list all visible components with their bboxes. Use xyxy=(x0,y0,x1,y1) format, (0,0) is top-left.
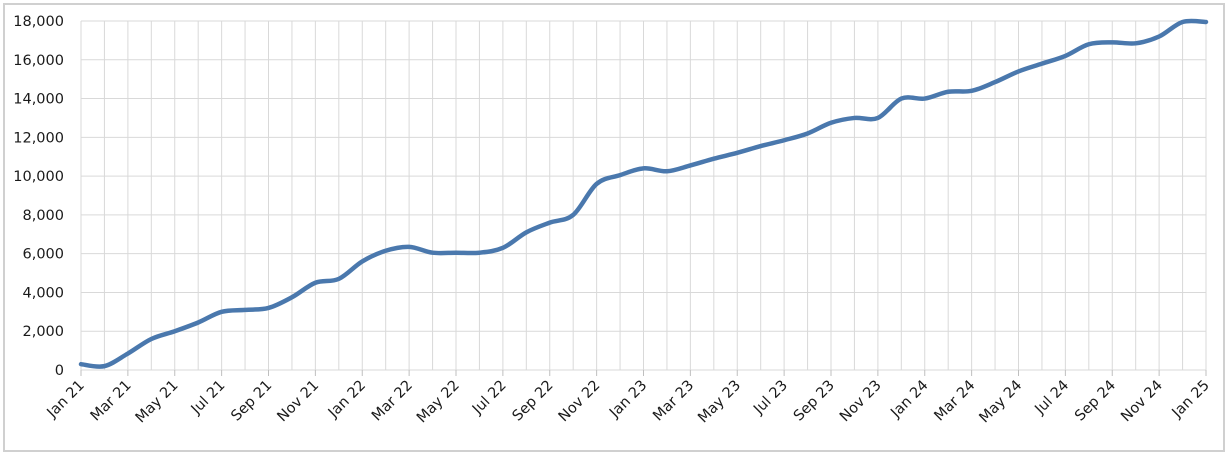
x-tick-label: Mar 21 xyxy=(88,378,135,425)
x-tick-label: Mar 23 xyxy=(650,378,697,425)
x-tick-label: Jan 23 xyxy=(606,378,650,422)
series-line-1 xyxy=(78,18,1209,369)
y-tick-label: 10,000 xyxy=(13,169,64,185)
y-tick-label: 8,000 xyxy=(22,208,64,224)
x-tick-label: Nov 24 xyxy=(1118,378,1166,426)
x-tick-label: May 24 xyxy=(977,378,1026,427)
chart-frame xyxy=(3,3,1225,452)
y-tick-label: 18,000 xyxy=(13,14,64,30)
x-tick-label: Sep 24 xyxy=(1072,378,1119,425)
y-tick-label: 14,000 xyxy=(13,92,64,108)
x-tick-label: Mar 24 xyxy=(931,378,978,425)
x-tick-label: Jul 21 xyxy=(188,378,229,419)
x-tick-label: Jan 25 xyxy=(1169,378,1213,422)
x-tick-label: Sep 23 xyxy=(791,378,838,425)
x-tick-label: Jul 23 xyxy=(750,378,791,419)
x-tick-label: May 22 xyxy=(414,378,463,427)
y-tick-label: 4,000 xyxy=(22,285,64,301)
x-tick-label: Jul 24 xyxy=(1032,378,1073,419)
x-tick-label: Nov 22 xyxy=(556,378,604,426)
y-tick-label: 2,000 xyxy=(22,324,64,340)
gridlines xyxy=(80,20,1207,371)
y-tick-label: 16,000 xyxy=(13,53,64,69)
y-tick-label: 6,000 xyxy=(22,247,64,263)
y-tick-label: 12,000 xyxy=(13,130,64,146)
x-tick-label: Sep 21 xyxy=(228,378,275,425)
x-tick-label: Nov 21 xyxy=(275,378,323,426)
y-tick-label: 0 xyxy=(55,363,64,379)
y-axis: 0 2,000 4,000 6,000 8,000 10,000 12,000 14,000 1… xyxy=(13,14,64,379)
x-tick-label: Mar 22 xyxy=(369,378,416,425)
x-tick-label: Sep 22 xyxy=(510,378,557,425)
series-layer xyxy=(78,18,1209,369)
x-tick-label: May 23 xyxy=(695,378,744,427)
x-tick-label: Jan 24 xyxy=(887,378,931,422)
x-tick-label: Jan 22 xyxy=(325,378,369,422)
x-tick-label: May 21 xyxy=(133,378,182,427)
x-tick-label: Jan 21 xyxy=(44,378,88,422)
x-tick-label: Jul 22 xyxy=(469,378,510,419)
x-tick-label: Nov 23 xyxy=(837,378,885,426)
